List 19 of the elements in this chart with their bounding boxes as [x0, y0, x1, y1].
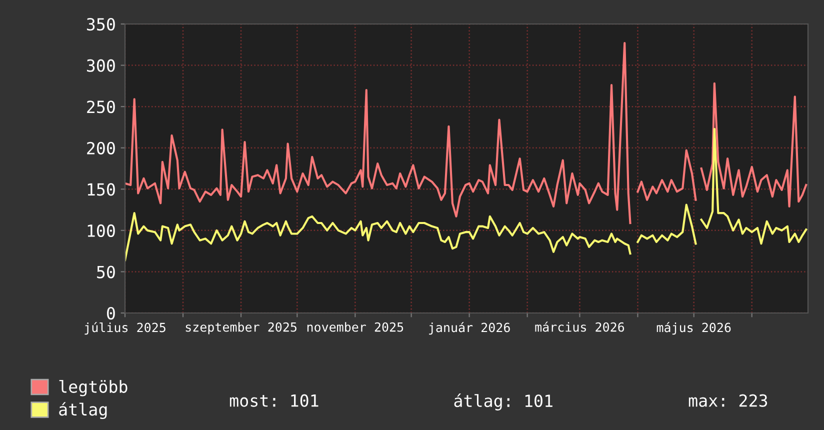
y-tick-label: 150	[88, 183, 115, 196]
x-tick-label: március 2026	[535, 322, 624, 332]
y-tick-label: 350	[86, 18, 115, 31]
text: átlag: 101	[454, 394, 552, 410]
y-tick-label: 200	[87, 142, 115, 154]
text: most: 101	[230, 394, 318, 407]
legend-label: legtöbb	[59, 380, 128, 396]
y-tick-label: 100	[88, 224, 115, 238]
y-tick-label: 50	[97, 266, 115, 278]
text: max: 223	[688, 394, 768, 407]
x-tick-label: július 2025	[84, 322, 166, 335]
x-tick-label: január 2026	[429, 322, 510, 335]
y-tick-label: 0	[107, 307, 115, 320]
x-tick-label: november 2025	[307, 322, 404, 332]
legend-label: átlag	[59, 402, 107, 420]
y-tick-label: 250	[87, 100, 115, 114]
x-tick-label: május 2026	[656, 322, 731, 335]
x-tick-label: szeptember 2025	[186, 322, 296, 334]
y-tick-label: 300	[86, 59, 115, 72]
